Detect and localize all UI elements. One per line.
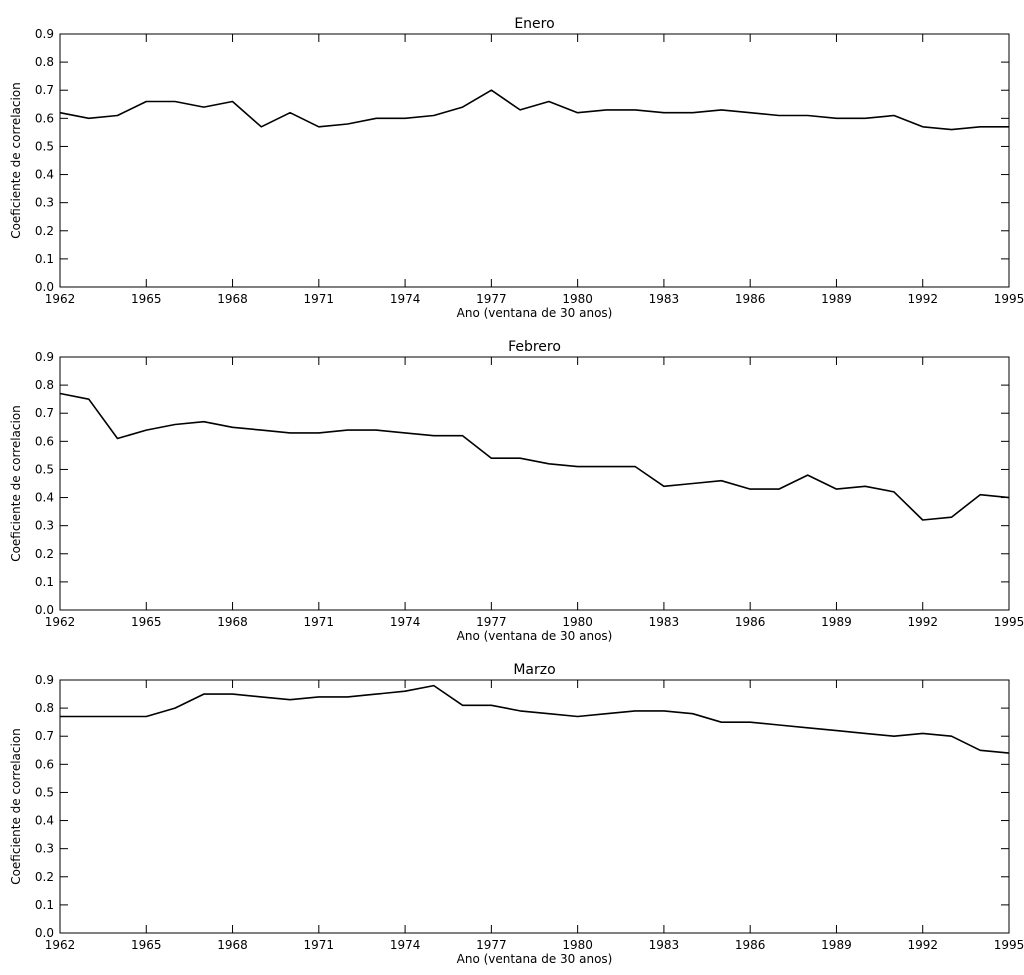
y-tick-label: 0.4 <box>35 491 54 505</box>
x-tick-label: 1971 <box>304 292 335 306</box>
y-tick-label: 0.0 <box>35 603 54 617</box>
series-line <box>59 392 1010 521</box>
y-axis-label: Coeficiente de correlacion <box>9 405 23 562</box>
y-tick-label: 0.9 <box>35 673 54 687</box>
panel-2: Febrero 0.0 0.1 0.2 0.3 0.4 0.5 0.6 0.7 0.8 0.9 196… <box>9 339 1024 643</box>
x-tick-label: 1995 <box>994 938 1024 952</box>
x-tick-label: 1968 <box>217 615 248 629</box>
y-tick-label: 0.5 <box>35 462 54 476</box>
y-tick-label: 0.4 <box>35 814 54 828</box>
y-tick-label: 0.9 <box>35 350 54 364</box>
y-tick-label: 0.7 <box>35 729 54 743</box>
x-tick-label: 1992 <box>907 292 938 306</box>
y-tick-label: 0.3 <box>35 196 54 210</box>
panel-3: Marzo 0.0 0.1 0.2 0.3 0.4 0.5 0.6 0.7 0.8 0.9 1962 1… <box>9 662 1024 966</box>
y-tick-label: 0.6 <box>35 757 54 771</box>
series-line <box>59 89 1009 131</box>
plot-frame <box>59 356 1010 611</box>
x-tick-label: 1983 <box>649 938 680 952</box>
x-tick-label: 1974 <box>390 615 421 629</box>
y-tick-label: 0.1 <box>35 898 54 912</box>
y-tick-label: 0.8 <box>35 701 54 715</box>
chart-title: Febrero <box>508 339 561 355</box>
x-tick-label: 1971 <box>304 615 335 629</box>
y-tick-label: 0.2 <box>35 870 54 884</box>
y-tick-label: 0.8 <box>35 55 54 69</box>
x-tick-label: 1989 <box>821 938 852 952</box>
y-tick-label: 0.2 <box>35 547 54 561</box>
y-tick-label: 0.1 <box>35 575 54 589</box>
y-tick-label: 0.0 <box>35 926 54 940</box>
chart-title: Marzo <box>513 662 555 678</box>
y-tick-label: 0.3 <box>35 842 54 856</box>
x-tick-label: 1974 <box>390 938 421 952</box>
x-tick-label: 1983 <box>649 292 680 306</box>
x-tick-label: 1977 <box>476 938 507 952</box>
x-tick-label: 1986 <box>735 615 766 629</box>
x-tick-label: 1986 <box>735 938 766 952</box>
y-tick-label: 0.7 <box>35 406 54 420</box>
x-tick-label: 1968 <box>217 938 248 952</box>
x-tick-label: 1989 <box>821 615 852 629</box>
y-tick-label: 0.0 <box>35 280 54 294</box>
x-axis-label: Ano (ventana de 30 anos) <box>457 629 613 643</box>
x-tick-label: 1965 <box>131 938 162 952</box>
y-tick-label: 0.7 <box>35 83 54 97</box>
x-axis-label: Ano (ventana de 30 anos) <box>457 306 613 320</box>
x-tick-label: 1989 <box>821 292 852 306</box>
x-tick-label: 1962 <box>45 292 76 306</box>
y-tick-label: 0.5 <box>35 785 54 799</box>
x-tick-label: 1980 <box>562 292 593 306</box>
x-tick-label: 1980 <box>562 615 593 629</box>
y-tick-label: 0.4 <box>35 168 54 182</box>
x-tick-label: 1986 <box>735 292 766 306</box>
series-line <box>60 684 1010 754</box>
chart-title: Enero <box>514 16 554 32</box>
x-tick-label: 1977 <box>476 615 507 629</box>
y-tick-label: 0.9 <box>35 27 54 41</box>
x-tick-label: 1995 <box>994 292 1024 306</box>
x-tick-label: 1965 <box>131 292 162 306</box>
x-tick-label: 1980 <box>562 938 593 952</box>
y-tick-label: 0.6 <box>35 111 54 125</box>
x-tick-label: 1977 <box>476 292 507 306</box>
y-tick-label: 0.2 <box>35 224 54 238</box>
x-tick-label: 1992 <box>907 615 938 629</box>
x-tick-label: 1992 <box>907 938 938 952</box>
plot-frame <box>59 33 1010 288</box>
x-tick-label: 1962 <box>45 615 76 629</box>
y-tick-label: 0.6 <box>35 434 54 448</box>
x-tick-label: 1965 <box>131 615 162 629</box>
y-tick-label: 0.5 <box>35 139 54 153</box>
x-tick-label: 1971 <box>304 938 335 952</box>
x-tick-label: 1995 <box>994 615 1024 629</box>
x-tick-label: 1983 <box>649 615 680 629</box>
x-tick-label: 1962 <box>45 938 76 952</box>
x-axis-label: Ano (ventana de 30 anos) <box>457 952 613 966</box>
y-tick-label: 0.3 <box>35 519 54 533</box>
y-axis-label: Coeficiente de correlacion <box>9 728 23 885</box>
plot-frame <box>59 679 1010 934</box>
y-tick-label: 0.1 <box>35 252 54 266</box>
panel-1: Enero 0.0 0.1 0.2 0.3 0.4 0.5 0.6 0.7 0.8 0.9 1962 1… <box>9 16 1024 320</box>
y-axis-label: Coeficiente de correlacion <box>9 82 23 239</box>
x-tick-label: 1968 <box>217 292 248 306</box>
y-tick-label: 0.8 <box>35 378 54 392</box>
x-tick-label: 1974 <box>390 292 421 306</box>
